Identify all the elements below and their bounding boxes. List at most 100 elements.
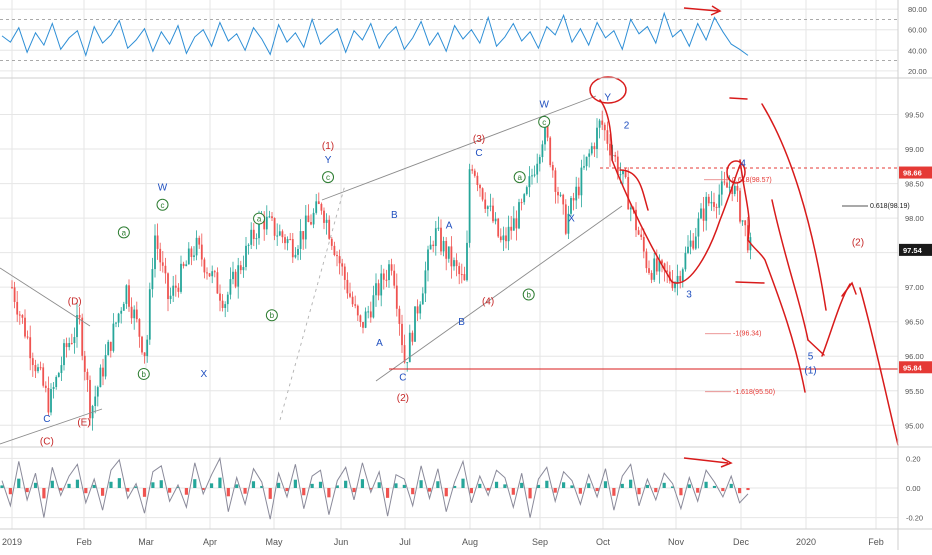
candle-body [679,275,682,282]
macd-histogram-bar [159,480,163,488]
x-tick-label: Dec [733,537,750,547]
macd-histogram-bar [285,488,289,492]
macd-panel[interactable] [0,456,750,520]
candle-body [609,143,611,156]
candle-body [403,345,406,363]
macd-histogram-bar [469,488,473,494]
wave-label: (E) [77,417,90,428]
fib-level-label: 0.618(98.19) [870,203,910,210]
wave-label: a [122,228,127,237]
wave-label: a [257,215,262,224]
macd-histogram-bar [0,485,4,488]
candle-body [55,376,58,387]
candle-body [707,196,710,204]
wave-label: b [142,370,147,379]
candle-body [299,231,302,249]
candle-body [310,221,312,225]
candle-body [421,293,424,305]
macd-histogram-bar [377,482,381,488]
candle-body [312,212,315,225]
candle-body [70,343,73,345]
rsi-divergence-arrowhead [710,5,722,16]
candle-body [393,270,396,286]
price-panel[interactable] [0,95,898,445]
candle-body [463,274,466,281]
macd-histogram-bar [50,480,54,488]
x-tick-label: 2020 [796,537,816,547]
candle-body [115,322,117,324]
candle-body [39,367,42,369]
candle-body [130,306,133,319]
candle-body [221,300,224,308]
candle-body [193,255,195,257]
macd-histogram-bar [738,488,742,494]
macd-histogram-bar [679,488,683,496]
candle-body [484,199,487,209]
macd-histogram-bar [310,483,314,488]
candle-body [99,367,102,388]
candle-body [460,274,463,276]
wave-label-circle [253,212,266,225]
macd-histogram-bar [411,488,415,495]
candle-body [273,217,276,236]
macd-histogram-bar [520,482,524,488]
candle-body [728,186,731,188]
trend-line-3 [375,205,623,382]
candle-body [468,169,471,243]
candle-body [60,365,63,374]
macd-histogram-bar [260,485,264,488]
candle-body [731,186,734,194]
macd-histogram-bar [721,488,725,492]
candle-body [16,301,19,315]
candle-body [733,185,736,194]
macd-histogram-bar [151,482,155,488]
wave-label: C [399,372,406,383]
candle-body [68,343,71,348]
wave-label: (4) [482,296,494,307]
wave-label: W [158,182,168,193]
macd-histogram-bar [226,488,230,497]
candle-body [29,337,32,359]
candle-body [471,169,474,171]
candle-body [369,311,372,318]
wave-label: Y [325,155,332,166]
macd-histogram-bar [427,488,432,492]
candle-body [315,201,318,213]
candle-body [668,271,671,281]
wave-label-circle [156,198,169,211]
candle-body [320,203,323,211]
candle-body [648,268,650,273]
candle-body [211,271,214,277]
macd-histogram-bar [620,483,624,488]
candle-body [442,240,445,252]
macd-histogram-bar [561,482,566,488]
candle-body [479,185,481,189]
candle-body [603,124,606,131]
candle-body [323,210,325,223]
top-circle-annotation [589,76,627,104]
macd-histogram-bar [394,483,398,488]
price-label-text: 98.66 [903,169,922,178]
candle-body [697,218,700,237]
candle-body [710,202,713,204]
candle-body [44,385,47,388]
candle-body [159,248,162,263]
candle-body [424,270,427,294]
candle-body [598,120,601,128]
candle-body [96,387,99,397]
wave-label: c [161,201,165,210]
candle-body [148,289,151,340]
macd-histogram-bar [494,481,499,488]
candle-body [723,181,726,183]
macd-histogram-bar [444,488,448,497]
rsi-panel[interactable] [0,11,898,61]
projection-stroke-4 [739,159,806,393]
rsi-tick-label: 40.00 [908,46,927,55]
macd-histogram-bar [25,488,29,493]
candle-body [715,206,718,208]
macd-histogram-bar [168,488,172,493]
candle-body [346,279,349,294]
